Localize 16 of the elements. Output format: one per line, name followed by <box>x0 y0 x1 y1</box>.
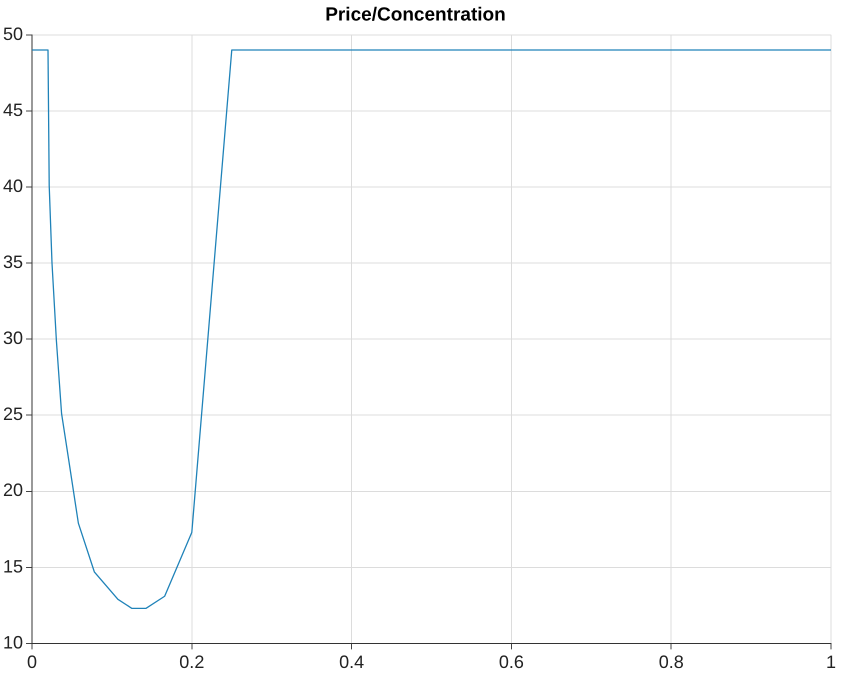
x-tick-label: 1 <box>826 652 836 672</box>
y-tick-label: 30 <box>2 328 24 348</box>
y-tick-label: 15 <box>2 556 24 576</box>
x-tick-label: 0.2 <box>179 652 204 672</box>
y-tick-label: 50 <box>2 24 24 44</box>
x-tick-label: 0.8 <box>658 652 684 672</box>
x-tick-label: 0.4 <box>339 652 364 672</box>
y-tick-label: 40 <box>2 176 24 196</box>
x-tick-label: 0.6 <box>498 652 524 672</box>
y-tick-label: 45 <box>2 100 24 120</box>
chart-title: Price/Concentration <box>325 4 506 26</box>
x-tick-label: 0 <box>27 652 38 672</box>
y-tick-label: 25 <box>2 404 24 424</box>
y-tick-label: 35 <box>2 252 24 272</box>
y-tick-label: 10 <box>2 632 24 652</box>
y-tick-label: 20 <box>2 480 24 500</box>
